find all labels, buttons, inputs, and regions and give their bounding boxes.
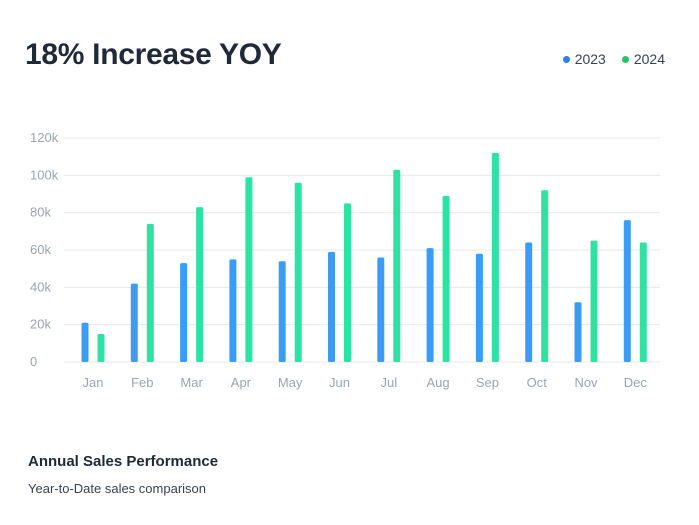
x-tick-label: May [278,375,303,390]
x-tick-label: Oct [527,375,548,390]
y-tick-label: 100k [30,167,59,182]
bar-2023-mar[interactable] [180,263,188,362]
y-tick-label: 60k [30,242,51,257]
bar-2023-may[interactable] [278,261,286,362]
chart-title: 18% Increase YOY [25,38,282,71]
bar-2024-jan[interactable] [97,334,105,362]
legend-item-2023[interactable]: 2023 [562,51,606,67]
y-tick-label: 20k [30,317,51,332]
legend-label-2023: 2023 [574,51,606,67]
y-tick-label: 80k [30,205,51,220]
legend-dot-2023 [562,55,570,63]
bar-2024-oct[interactable] [541,190,549,362]
bar-2023-apr[interactable] [229,259,237,362]
chart-caption-subtitle: Year-to-Date sales comparison [28,481,206,496]
legend-item-2024[interactable]: 2024 [621,51,665,67]
legend-dot-2024 [621,55,629,63]
chart-caption-title: Annual Sales Performance [28,453,219,470]
chart-legend: 2023 2024 [562,51,665,67]
bar-2024-sep[interactable] [491,152,499,362]
bar-2024-nov[interactable] [590,240,598,362]
bar-2023-jun[interactable] [328,251,335,362]
x-tick-label: Aug [427,375,450,390]
x-tick-label: Feb [131,375,153,390]
bar-2023-aug[interactable] [426,248,434,362]
x-tick-label: Jun [329,375,350,390]
bar-2024-dec[interactable] [639,242,647,362]
y-tick-label: 120k [30,130,59,145]
x-tick-label: Jul [380,375,397,390]
bar-2023-dec[interactable] [623,220,631,362]
bar-2024-jul[interactable] [393,169,401,362]
bar-2024-jun[interactable] [344,203,351,362]
bar-2024-feb[interactable] [146,223,154,362]
bar-2023-jan[interactable] [81,322,89,362]
x-tick-label: Apr [231,375,252,390]
x-tick-label: Nov [574,375,598,390]
x-tick-label: Mar [180,375,203,390]
y-tick-label: 40k [30,279,51,294]
legend-label-2024: 2024 [633,51,665,67]
x-tick-label: Sep [476,375,499,390]
bar-2024-may[interactable] [294,182,302,362]
bar-2023-feb[interactable] [130,283,138,362]
bar-2023-nov[interactable] [574,302,582,362]
y-tick-label: 0 [30,354,37,369]
x-tick-label: Dec [624,375,648,390]
bar-2023-jul[interactable] [377,257,385,362]
x-tick-label: Jan [83,375,104,390]
bar-2024-aug[interactable] [442,195,450,362]
bar-2023-oct[interactable] [525,242,533,362]
bar-2024-apr[interactable] [245,177,253,362]
bar-2024-mar[interactable] [196,207,204,362]
bar-2023-sep[interactable] [475,253,483,362]
